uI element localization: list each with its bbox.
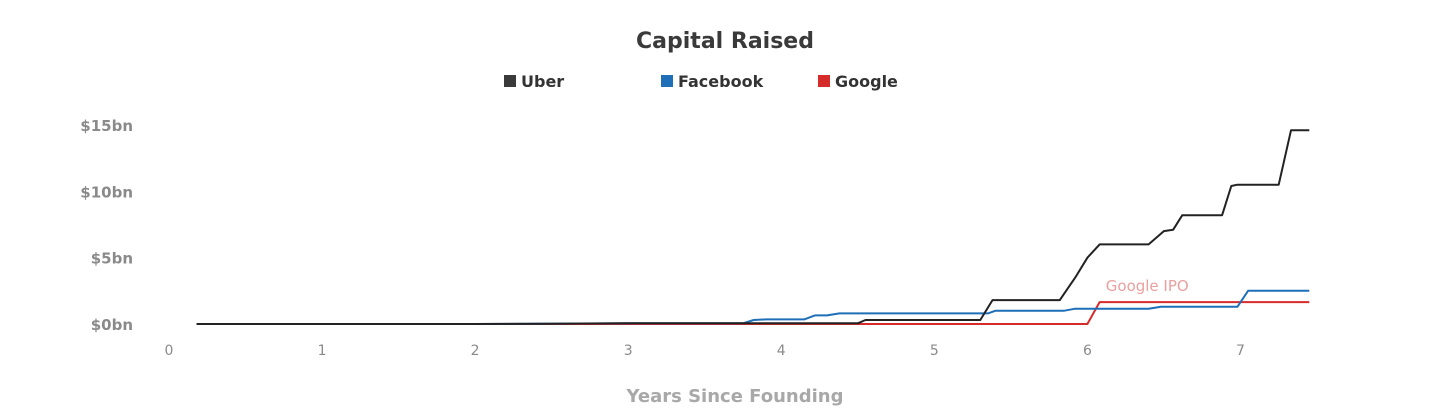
annotation-google-ipo: Google IPO	[1106, 277, 1189, 295]
legend-label: Google	[835, 72, 898, 91]
legend-label: Facebook	[678, 72, 764, 91]
x-tick-label: 2	[471, 343, 480, 359]
chart-title: Capital Raised	[636, 29, 814, 54]
x-tick-label: 7	[1236, 343, 1245, 359]
y-tick-label: $0bn	[91, 316, 133, 334]
x-tick-label: 6	[1083, 343, 1092, 359]
y-tick-label: $5bn	[91, 250, 133, 268]
series-line-facebook	[196, 289, 1310, 325]
y-tick-label: $10bn	[80, 183, 133, 201]
legend-swatch	[661, 75, 673, 87]
series-line-uber	[196, 129, 1310, 325]
y-axis: $0bn $5bn $10bn $15bn	[80, 117, 133, 334]
legend-item-google: Google	[818, 72, 898, 91]
y-tick-label: $15bn	[80, 117, 133, 135]
x-tick-label: 3	[624, 343, 633, 359]
x-axis-label: Years Since Founding	[625, 386, 843, 407]
legend-item-facebook: Facebook	[661, 72, 764, 91]
legend-swatch	[504, 75, 516, 87]
x-tick-label: 4	[777, 343, 786, 359]
series-group	[196, 129, 1310, 325]
legend-item-uber: Uber	[504, 72, 564, 91]
x-tick-label: 5	[930, 343, 939, 359]
x-tick-label: 0	[165, 343, 174, 359]
legend-label: Uber	[521, 72, 564, 91]
legend-swatch	[818, 75, 830, 87]
x-axis: 0 1 2 3 4 5 6 7	[165, 343, 1245, 359]
x-tick-label: 1	[318, 343, 327, 359]
legend: Uber Facebook Google	[504, 72, 898, 91]
annotations: Google IPO	[1106, 277, 1189, 295]
